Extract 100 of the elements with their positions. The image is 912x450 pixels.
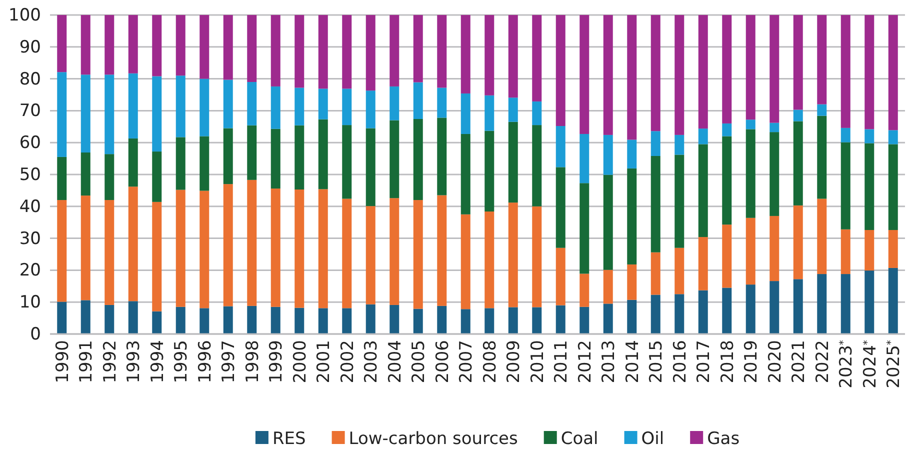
y-tick-label: 100 <box>8 5 41 26</box>
bar <box>223 184 233 306</box>
bar <box>223 80 233 128</box>
bar <box>650 156 660 252</box>
bar <box>57 302 67 334</box>
bar <box>556 305 566 334</box>
x-tick-label: 2004 <box>385 340 406 384</box>
bar <box>532 15 542 102</box>
bar <box>200 78 210 136</box>
bar <box>627 140 637 168</box>
legend-label: Coal <box>560 429 598 449</box>
y-tick-label: 80 <box>19 69 41 90</box>
x-tick-label: 2017 <box>694 340 714 384</box>
bar <box>603 134 613 175</box>
bar <box>413 308 423 334</box>
x-tick-label: 2012 <box>575 340 596 384</box>
bar <box>200 190 210 308</box>
bar <box>366 304 376 334</box>
bar <box>437 306 447 334</box>
bar <box>247 306 257 334</box>
bar <box>627 168 637 264</box>
bar <box>698 237 708 290</box>
bar <box>817 274 827 334</box>
x-tick-label: 2016 <box>670 340 690 384</box>
bar <box>176 137 186 190</box>
bar <box>722 136 732 225</box>
bar <box>722 288 732 334</box>
bar <box>128 15 138 74</box>
bar <box>864 129 874 144</box>
bar <box>200 136 210 191</box>
bar <box>104 15 114 75</box>
bar <box>80 196 90 300</box>
bar <box>770 122 780 132</box>
bar <box>508 307 518 334</box>
bar <box>793 121 803 206</box>
bar <box>104 74 114 154</box>
bar <box>888 268 898 334</box>
bar <box>152 311 162 334</box>
bar <box>746 120 756 130</box>
bar <box>128 186 138 302</box>
bar <box>413 15 423 82</box>
legend-label: Low-carbon sources <box>348 429 518 449</box>
bar <box>270 15 280 86</box>
x-tick-label: 2013 <box>599 340 620 384</box>
bar <box>80 74 90 152</box>
x-tick-label: 1995 <box>172 340 192 384</box>
bar <box>674 154 684 248</box>
bar <box>888 144 898 230</box>
bar <box>270 128 280 189</box>
bar <box>603 15 613 135</box>
bar <box>793 110 803 122</box>
bar <box>484 308 494 334</box>
bar <box>888 130 898 144</box>
bar <box>580 134 590 184</box>
x-tick-label: 1991 <box>76 340 97 384</box>
bar <box>532 125 542 206</box>
bar <box>817 116 827 199</box>
bar <box>460 15 470 94</box>
bar <box>342 15 352 89</box>
bar <box>580 183 590 274</box>
bar <box>270 188 280 307</box>
bar <box>603 270 613 304</box>
x-tick-label: 2010 <box>528 340 548 384</box>
bar <box>294 189 304 308</box>
bar <box>223 306 233 334</box>
bar <box>817 104 827 116</box>
bar <box>104 304 114 334</box>
x-tick-label: 1994 <box>148 340 168 384</box>
bar <box>270 306 280 334</box>
bar <box>770 132 780 216</box>
bar <box>366 206 376 304</box>
bar <box>342 198 352 308</box>
bar <box>817 198 827 274</box>
x-tick-label: 2020 <box>765 340 786 384</box>
bar <box>390 15 400 86</box>
bar <box>770 15 780 123</box>
legend-label: Gas <box>707 429 740 449</box>
bar <box>437 88 447 118</box>
bar <box>888 230 898 268</box>
bar <box>437 118 447 196</box>
bar <box>57 156 67 200</box>
x-tick-label: 2019 <box>742 340 762 384</box>
bar <box>223 15 233 80</box>
bar <box>770 216 780 282</box>
x-tick-label: 2014 <box>622 340 643 384</box>
legend-label: RES <box>272 429 306 449</box>
bar <box>484 95 494 131</box>
bar <box>152 76 162 152</box>
bar <box>650 15 660 132</box>
x-tick-label: 1990 <box>52 340 73 384</box>
bar <box>698 144 708 238</box>
bar <box>817 15 827 104</box>
bar <box>437 15 447 88</box>
bar <box>318 308 328 334</box>
y-tick-label: 70 <box>19 101 41 122</box>
bar <box>460 309 470 334</box>
bar <box>80 15 90 75</box>
bar <box>294 15 304 88</box>
bar <box>152 202 162 312</box>
bar <box>650 131 660 156</box>
